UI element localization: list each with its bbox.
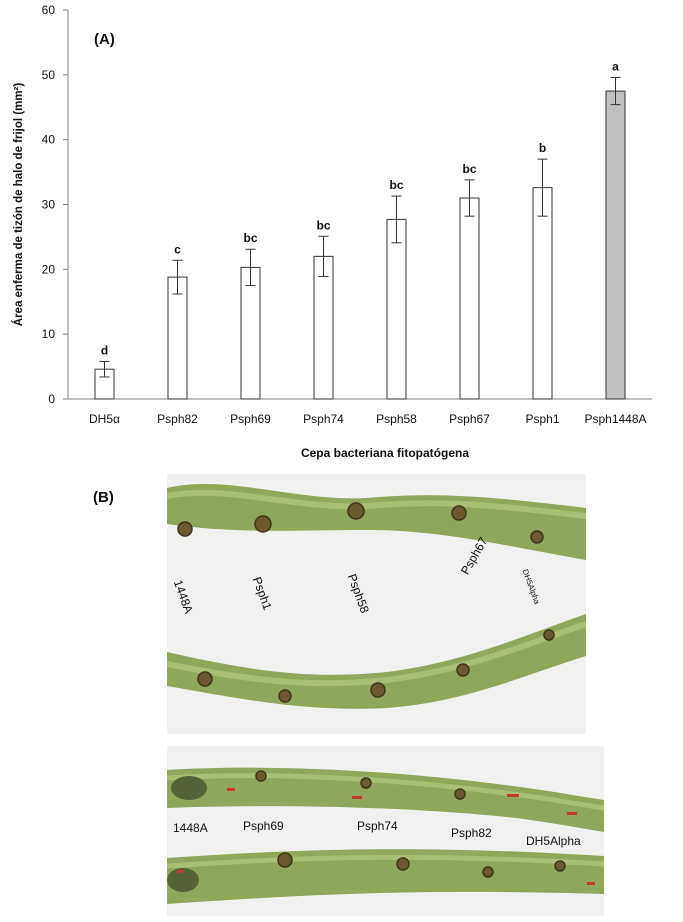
bean-pods-photo-top: 1448A Psph1 Psph58 Psph67 DH5Alpha — [167, 474, 586, 734]
significance-letter-6: b — [539, 141, 546, 155]
significance-letter-5: bc — [462, 162, 476, 176]
x-tick-label-0: DH5α — [89, 412, 120, 426]
y-tick-label-3: 30 — [42, 198, 56, 212]
panel-b-label: (B) — [93, 489, 114, 506]
bean-pods-drawing-top — [167, 474, 586, 734]
x-tick-label-6: Psph1 — [525, 412, 559, 426]
significance-letter-3: bc — [316, 218, 330, 232]
y-tick-label-4: 40 — [42, 133, 56, 147]
x-tick-label-2: Psph69 — [230, 412, 271, 426]
bar-5 — [459, 197, 480, 400]
significance-letter-4: bc — [389, 178, 403, 192]
x-tick-label-3: Psph74 — [303, 412, 344, 426]
significance-letter-7: a — [612, 59, 619, 73]
significance-letter-1: c — [174, 242, 181, 256]
pod-label-bottom-5: DH5Alpha — [526, 834, 581, 848]
pod-label-bottom-4: Psph82 — [451, 826, 492, 840]
x-axis-title: Cepa bacteriana fitopatógena — [301, 446, 469, 460]
bar-3 — [313, 255, 334, 400]
pod-label-bottom-3: Psph74 — [357, 819, 398, 833]
x-tick-label-1: Psph82 — [157, 412, 198, 426]
x-tick-label-4: Psph58 — [376, 412, 417, 426]
x-tick-label-5: Psph67 — [449, 412, 490, 426]
x-tick-label-7: Psph1448A — [584, 412, 646, 426]
significance-letter-2: bc — [243, 231, 257, 245]
y-tick-label-5: 50 — [42, 68, 56, 82]
bar-2 — [240, 266, 261, 400]
y-tick-label-2: 20 — [42, 262, 56, 276]
bar-1 — [167, 276, 188, 400]
bean-pods-photo-bottom: 1448A Psph69 Psph74 Psph82 DH5Alpha — [167, 746, 604, 916]
bar-4 — [386, 218, 407, 400]
bar-6 — [532, 187, 553, 400]
pod-label-bottom-1: 1448A — [173, 821, 208, 835]
bar-chart: 0 10 20 30 40 50 60 Área enferma de tizón de ha… — [12, 3, 652, 460]
bar-7 — [605, 90, 626, 400]
panel-a-label: (A) — [94, 31, 115, 48]
bean-pods-drawing-bottom — [167, 746, 604, 916]
significance-letter-0: d — [101, 343, 108, 357]
y-axis-title: Área enferma de tizón de halo de frijol … — [12, 83, 25, 327]
y-tick-label-0: 0 — [48, 392, 55, 406]
pod-label-bottom-2: Psph69 — [243, 819, 284, 833]
y-tick-label-1: 10 — [42, 327, 56, 341]
y-tick-label-6: 60 — [42, 3, 56, 17]
